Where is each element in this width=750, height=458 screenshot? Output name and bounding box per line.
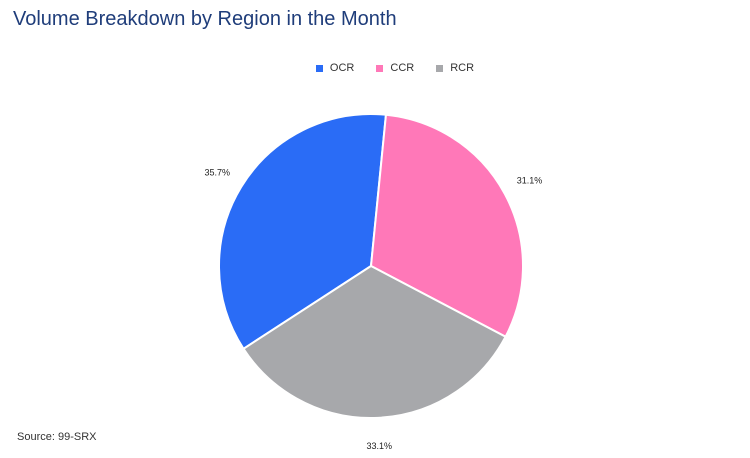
pie-slice-ccr[interactable] <box>369 113 524 339</box>
legend-swatch-ccr <box>376 64 384 72</box>
pie-label-rcr: 33.1% <box>367 441 393 451</box>
legend-swatch-rcr <box>436 64 444 72</box>
legend-label-ocr: OCR <box>329 62 355 74</box>
pie-slice-ocr[interactable] <box>218 113 388 351</box>
legend-swatch-ocr <box>315 64 323 72</box>
pie-labels: 35.7% 31.1% 33.1% <box>204 167 542 450</box>
pie-label-ocr: 35.7% <box>204 167 230 177</box>
legend-item-ocr[interactable]: OCR <box>315 62 355 74</box>
chart-title: Volume Breakdown by Region in the Month <box>13 8 397 30</box>
legend-item-rcr[interactable]: RCR <box>436 62 474 74</box>
source-note: Source: 99-SRX <box>17 431 97 443</box>
pie-slice-rcr[interactable] <box>242 264 507 419</box>
legend-item-ccr[interactable]: CCR <box>376 62 414 74</box>
legend-label-rcr: RCR <box>450 62 475 74</box>
pie-label-ccr: 31.1% <box>517 176 543 186</box>
legend-label-ccr: CCR <box>390 62 415 74</box>
pie-slices <box>218 113 524 419</box>
chart-legend: OCR CCR RCR <box>0 62 750 74</box>
